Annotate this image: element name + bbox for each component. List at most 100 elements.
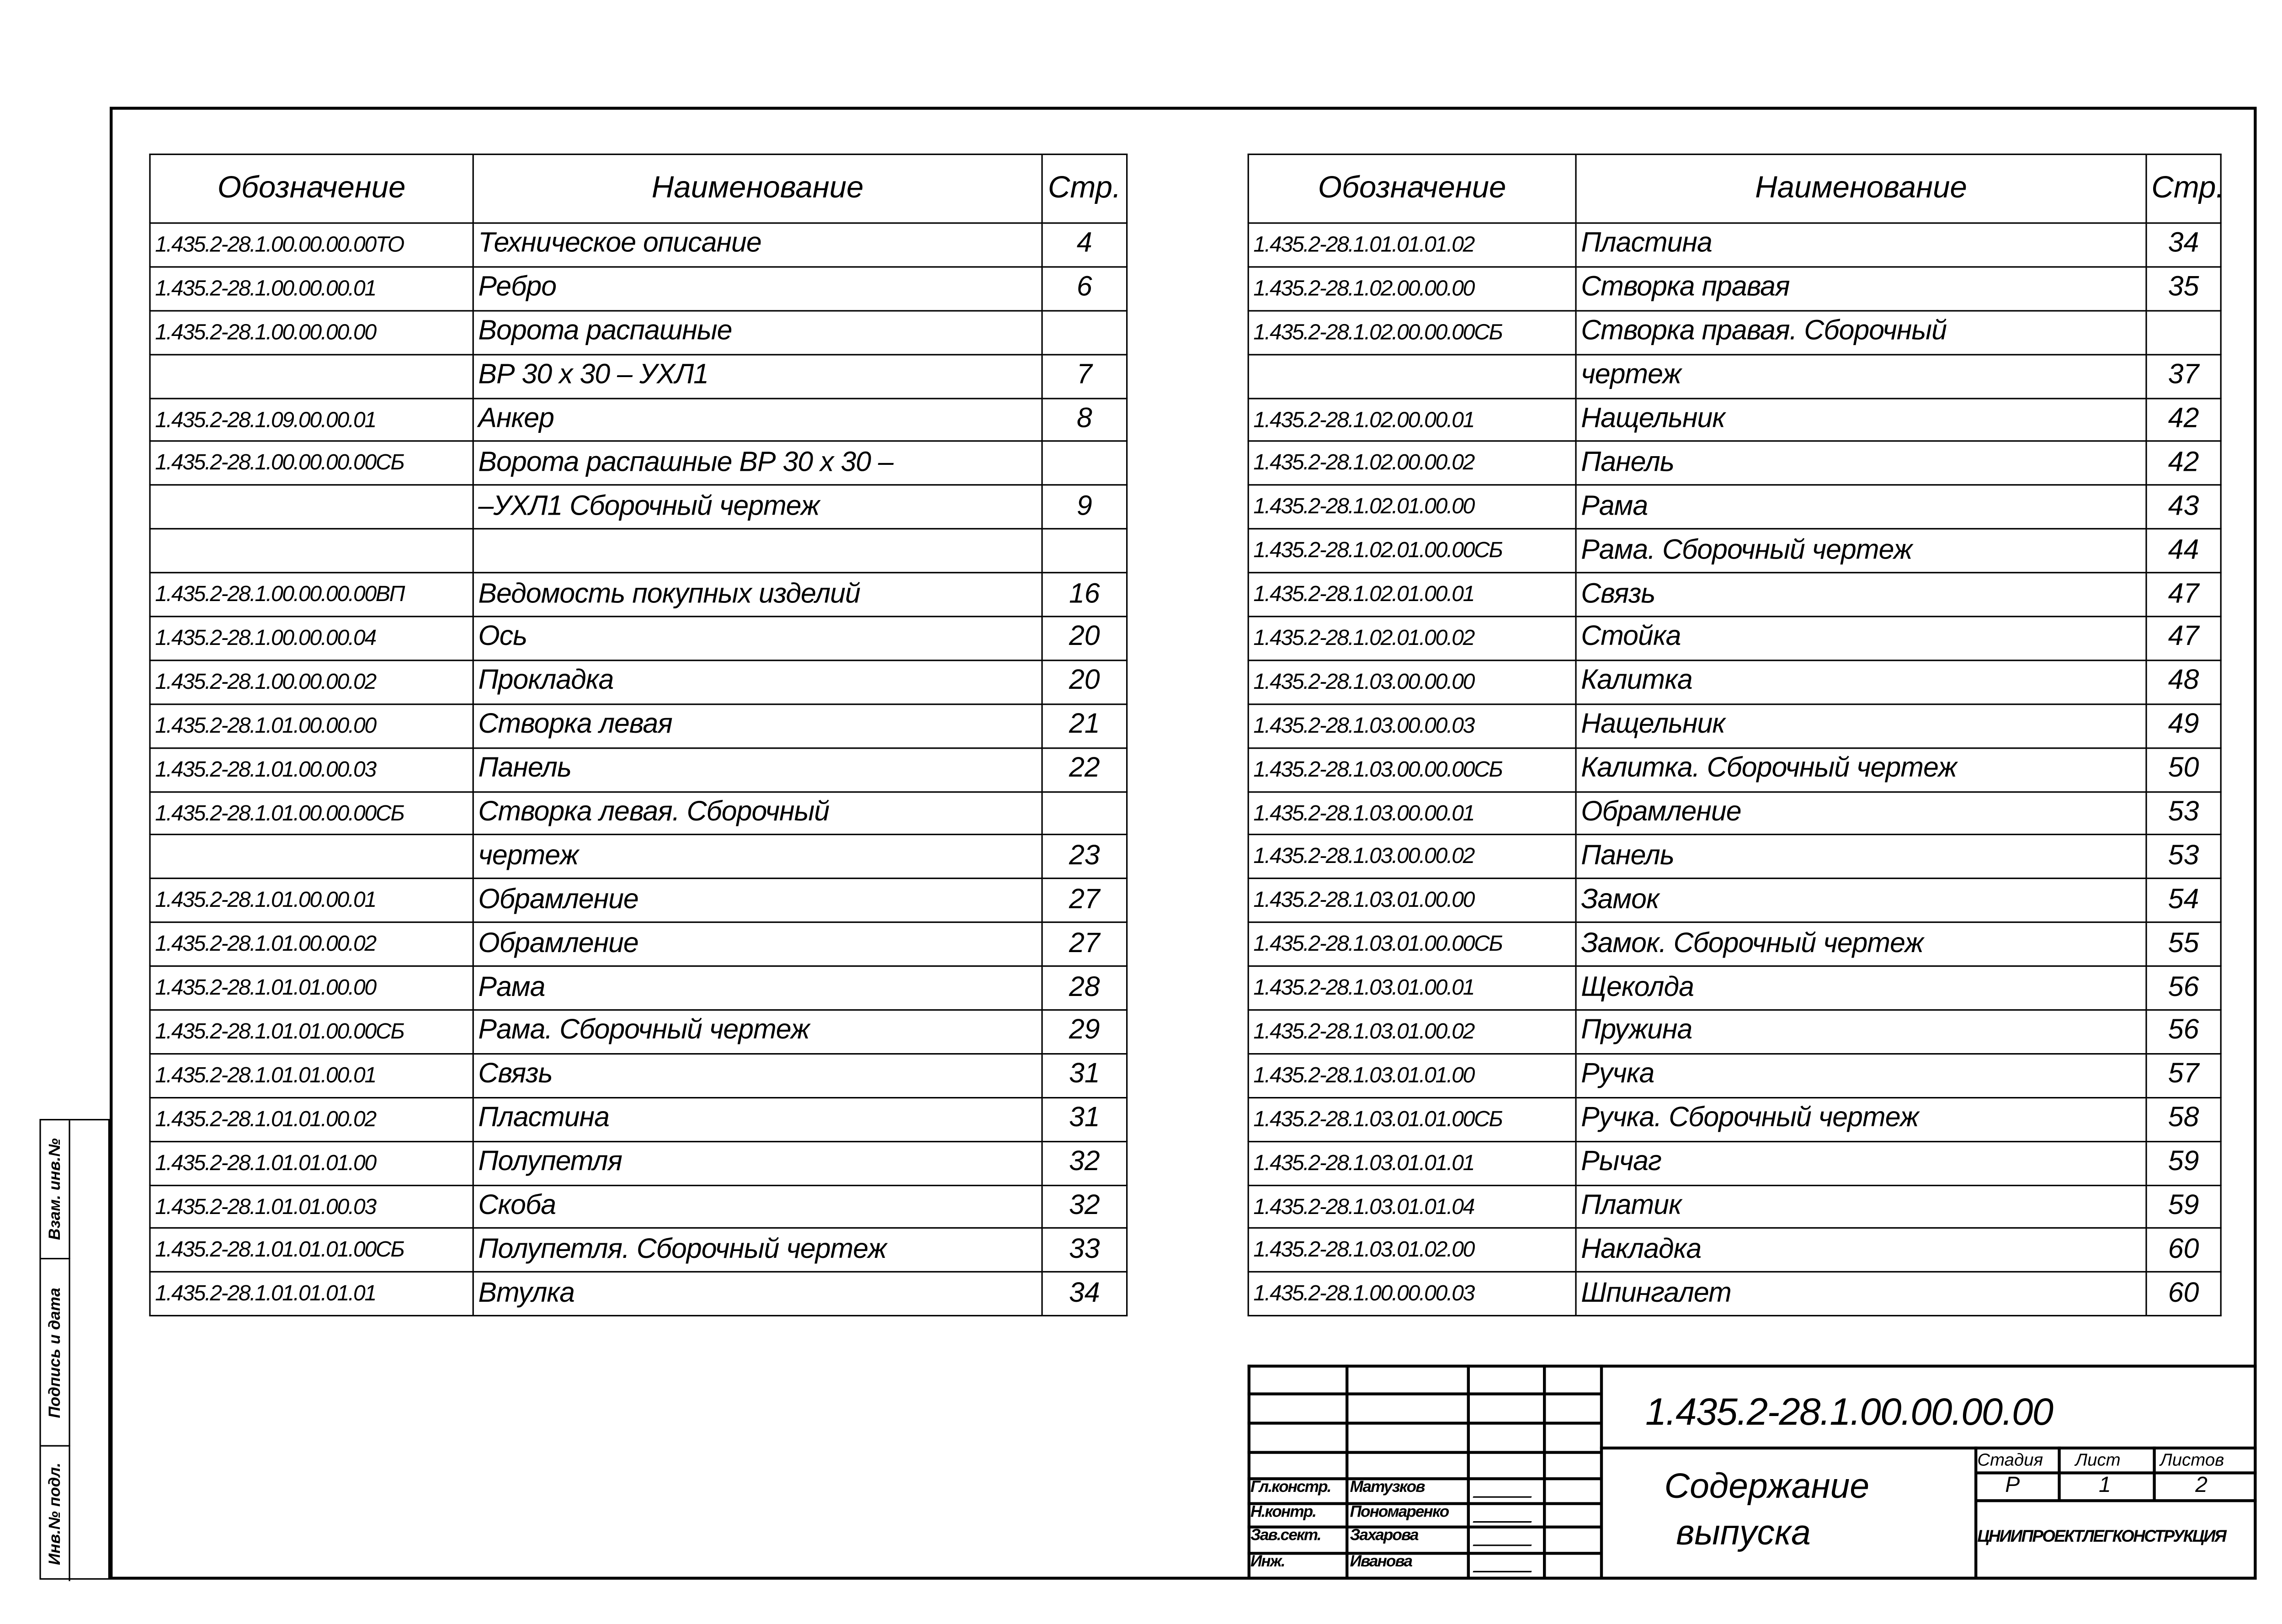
cell-name: Обрамление	[472, 878, 1043, 923]
document-code: 1.435.2-28.1.00.00.00.00	[1645, 1390, 2053, 1433]
cell-code: 1.435.2-28.1.03.01.00.00СБ	[1247, 921, 1577, 967]
cell-name: Скоба	[472, 1184, 1043, 1230]
table-row: 1.435.2-28.1.01.01.00.02 Пластина 31	[149, 1097, 1128, 1142]
cell-code: 1.435.2-28.1.03.00.00.00	[1247, 659, 1577, 705]
signature-mark	[1473, 1481, 1537, 1498]
title-block: 1.435.2-28.1.00.00.00.00 Содержание выпу…	[1247, 1364, 2257, 1580]
table-row	[149, 528, 1128, 574]
cell-page: 53	[2145, 834, 2222, 880]
cell-name: Обрамление	[1575, 790, 2147, 836]
signer-name: Захарова	[1350, 1527, 1419, 1545]
cell-page: 37	[2145, 353, 2222, 399]
table-row: 1.435.2-28.1.00.00.00.02 Прокладка 20	[149, 659, 1128, 705]
table-row: 1.435.2-28.1.00.00.00.04 Ось 20	[149, 616, 1128, 661]
table-row: 1.435.2-28.1.03.01.00.01 Щеколда 56	[1247, 965, 2222, 1011]
table-row: 1.435.2-28.1.01.01.00.00 Рама 28	[149, 965, 1128, 1011]
cell-code: 1.435.2-28.1.01.00.00.00	[149, 703, 474, 749]
signer-name: Пономаренко	[1350, 1503, 1450, 1521]
table-row: –УХЛ1 Сборочный чертеж 9	[149, 485, 1128, 530]
cell-name: Втулка	[472, 1272, 1043, 1317]
cell-code: 1.435.2-28.1.00.00.00.01	[149, 266, 474, 311]
table-row: ВР 30 х 30 – УХЛ1 7	[149, 353, 1128, 399]
table-row: 1.435.2-28.1.00.00.00.03 Шпингалет 60	[1247, 1272, 2222, 1317]
cell-name: Нащельник	[1575, 703, 2147, 749]
header-page: Стр.	[2145, 154, 2222, 224]
cell-code: 1.435.2-28.1.01.00.00.03	[149, 747, 474, 793]
cell-code: 1.435.2-28.1.01.01.00.00СБ	[149, 1009, 474, 1054]
cell-name: Обрамление	[472, 921, 1043, 967]
cell-code: 1.435.2-28.1.01.00.00.00СБ	[149, 790, 474, 836]
table-row: 1.435.2-28.1.03.01.00.00СБ Замок. Сборочн…	[1247, 921, 2222, 967]
cell-page: 56	[2145, 965, 2222, 1011]
stage-label: Стадия	[1977, 1449, 2043, 1470]
cell-page: 43	[2145, 485, 2222, 530]
cell-page: 54	[2145, 878, 2222, 923]
table-row: 1.435.2-28.1.01.00.00.00СБ Створка левая.…	[149, 790, 1128, 836]
side-stamp: Взам. инв.№ Подпись и дата Инв.№ подл.	[39, 1119, 110, 1581]
table-row: чертеж 37	[1247, 353, 2222, 399]
cell-page: 4	[1041, 222, 1128, 268]
stamp-label: Взам. инв.№	[46, 1138, 64, 1240]
cell-code: 1.435.2-28.1.00.00.00.00ТО	[149, 222, 474, 268]
cell-name: Анкер	[472, 397, 1043, 442]
table-row: 1.435.2-28.1.02.00.00.01 Нащельник 42	[1247, 397, 2222, 442]
stamp-label: Инв.№ подл.	[46, 1462, 64, 1565]
cell-name: Рама	[1575, 485, 2147, 530]
cell-code: 1.435.2-28.1.03.01.01.04	[1247, 1184, 1577, 1230]
cell-code: 1.435.2-28.1.00.00.00.00ВП	[149, 572, 474, 618]
cell-name: Панель	[472, 747, 1043, 793]
cell-code: 1.435.2-28.1.01.01.00.01	[149, 1053, 474, 1098]
header-name: Наименование	[1575, 154, 2147, 224]
cell-page: 53	[2145, 790, 2222, 836]
table-row: 1.435.2-28.1.00.00.00.01 Ребро 6	[149, 266, 1128, 311]
cell-name: Створка правая. Сборочный	[1575, 309, 2147, 355]
table-row: 1.435.2-28.1.01.01.00.03 Скоба 32	[149, 1184, 1128, 1230]
table-row: 1.435.2-28.1.03.01.01.00СБ Ручка. Сборочн…	[1247, 1097, 2222, 1142]
cell-name: Калитка. Сборочный чертеж	[1575, 747, 2147, 793]
table-row: 1.435.2-28.1.01.00.00.03 Панель 22	[149, 747, 1128, 793]
cell-page: 28	[1041, 965, 1128, 1011]
cell-page: 47	[2145, 616, 2222, 661]
cell-name: Ребро	[472, 266, 1043, 311]
table-row: 1.435.2-28.1.03.01.00.02 Пружина 56	[1247, 1009, 2222, 1054]
stamp-replaced-inv: Взам. инв.№	[41, 1120, 70, 1260]
cell-code: 1.435.2-28.1.03.00.00.02	[1247, 834, 1577, 880]
cell-name: Рама. Сборочный чертеж	[1575, 528, 2147, 574]
cell-name: Рычаг	[1575, 1140, 2147, 1186]
cell-name: чертеж	[472, 834, 1043, 880]
table-row: 1.435.2-28.1.00.00.00.00ТО Техническое оп…	[149, 222, 1128, 268]
cell-name: Ведомость покупных изделий	[472, 572, 1043, 618]
sheets-value: 2	[2195, 1473, 2208, 1498]
cell-page: 34	[2145, 222, 2222, 268]
table-row: 1.435.2-28.1.03.01.01.00 Ручка 57	[1247, 1053, 2222, 1098]
cell-page: 42	[2145, 397, 2222, 442]
header-name: Наименование	[472, 154, 1043, 224]
cell-name: Калитка	[1575, 659, 2147, 705]
signature-mark	[1473, 1530, 1537, 1546]
table-row: 1.435.2-28.1.03.00.00.00 Калитка 48	[1247, 659, 2222, 705]
cell-page: 32	[1041, 1140, 1128, 1186]
cell-code: 1.435.2-28.1.03.01.00.01	[1247, 965, 1577, 1011]
cell-name: Пластина	[1575, 222, 2147, 268]
cell-name: Ручка. Сборочный чертеж	[1575, 1097, 2147, 1142]
table-row: 1.435.2-28.1.02.00.00.02 Панель 42	[1247, 441, 2222, 486]
cell-name: Створка левая. Сборочный	[472, 790, 1043, 836]
cell-name: Полупетля. Сборочный чертеж	[472, 1228, 1043, 1273]
table-row: 1.435.2-28.1.03.01.02.00 Накладка 60	[1247, 1228, 2222, 1273]
cell-name: Створка правая	[1575, 266, 2147, 311]
cell-code: 1.435.2-28.1.00.00.00.02	[149, 659, 474, 705]
cell-name: ВР 30 х 30 – УХЛ1	[472, 353, 1043, 399]
contents-table-left: Обозначение Наименование Стр. 1.435.2-28…	[149, 154, 1128, 1317]
cell-page	[1041, 441, 1128, 486]
cell-name: чертеж	[1575, 353, 2147, 399]
cell-name: –УХЛ1 Сборочный чертеж	[472, 485, 1043, 530]
table-row: 1.435.2-28.1.02.00.00.00СБ Створка правая…	[1247, 309, 2222, 355]
cell-name: Пластина	[472, 1097, 1043, 1142]
cell-code: 1.435.2-28.1.02.01.00.02	[1247, 616, 1577, 661]
cell-page: 60	[2145, 1228, 2222, 1273]
cell-name: Рама	[472, 965, 1043, 1011]
stage-value: Р	[2005, 1473, 2020, 1498]
cell-name	[472, 528, 1043, 574]
cell-code: 1.435.2-28.1.00.00.00.03	[1247, 1272, 1577, 1317]
table-row: 1.435.2-28.1.00.00.00.00ВП Ведомость поку…	[149, 572, 1128, 618]
